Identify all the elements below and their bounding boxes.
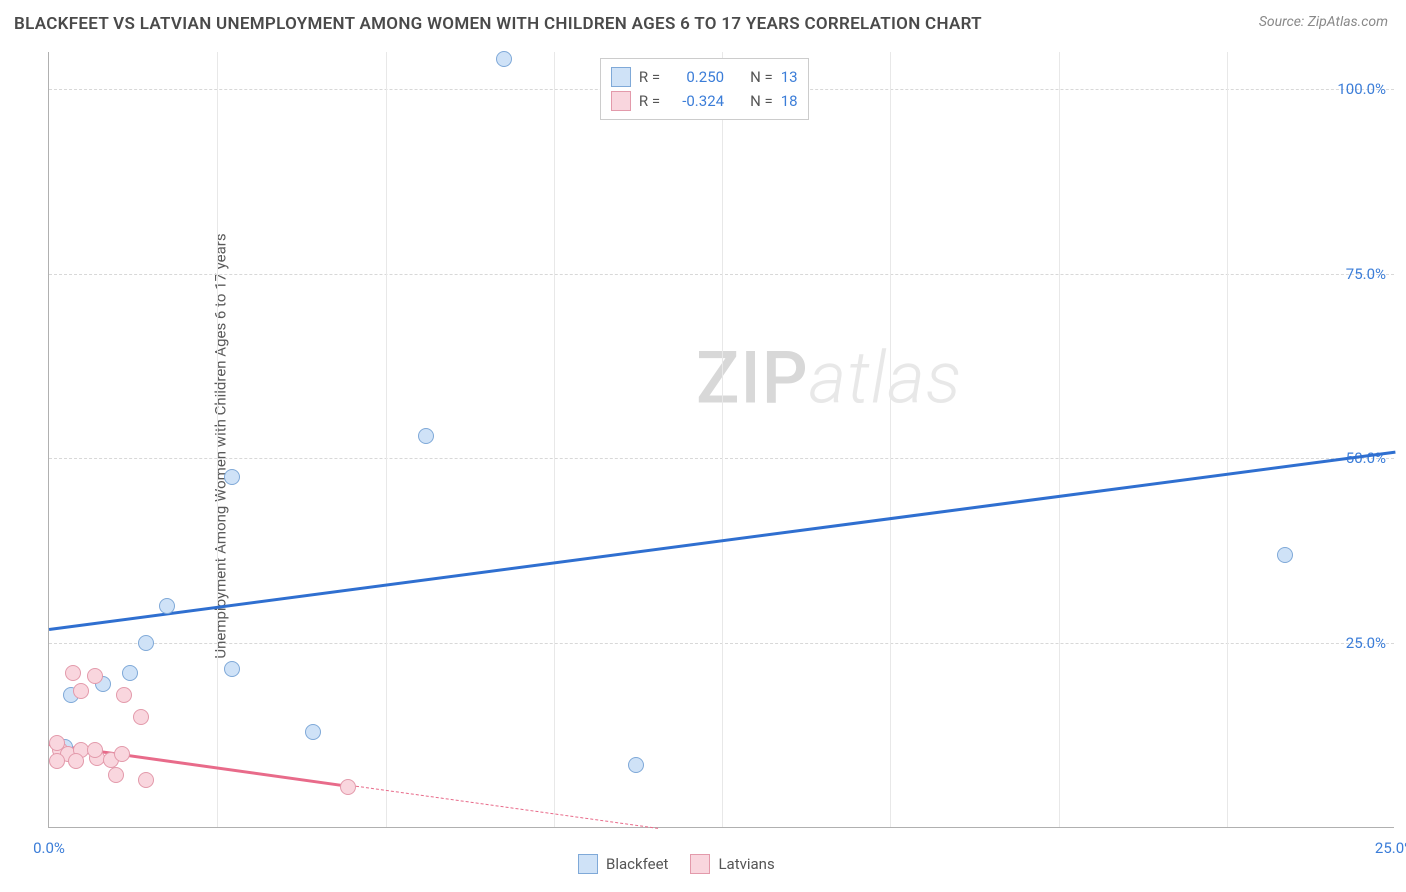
scatter-marker — [224, 661, 240, 677]
chart-title: BLACKFEET VS LATVIAN UNEMPLOYMENT AMONG … — [14, 14, 982, 34]
plot-area: ZIPatlas 25.0%50.0%75.0%100.0%0.0%25.0% — [48, 52, 1394, 828]
scatter-marker — [122, 665, 138, 681]
scatter-marker — [1277, 547, 1293, 563]
legend-series-item: Latvians — [690, 854, 774, 874]
scatter-marker — [108, 767, 124, 783]
scatter-marker — [114, 746, 130, 762]
scatter-marker — [49, 735, 65, 751]
scatter-marker — [628, 757, 644, 773]
scatter-marker — [49, 753, 65, 769]
scatter-marker — [68, 753, 84, 769]
scatter-marker — [418, 428, 434, 444]
gridline-vertical — [890, 52, 891, 827]
scatter-marker — [133, 709, 149, 725]
legend-n-label: N = — [750, 68, 773, 86]
legend-swatch — [690, 854, 710, 874]
scatter-marker — [65, 665, 81, 681]
legend-swatch — [611, 91, 631, 111]
source-label: Source: ZipAtlas.com — [1259, 14, 1388, 30]
gridline-vertical — [217, 52, 218, 827]
scatter-marker — [116, 687, 132, 703]
scatter-marker — [87, 668, 103, 684]
legend-correlation: R = 0.250 N = 13 R = -0.324 N = 18 — [600, 58, 809, 120]
legend-n-value: 18 — [781, 92, 798, 110]
legend-swatch — [611, 67, 631, 87]
y-tick-label: 100.0% — [1337, 80, 1386, 98]
legend-r-value: 0.250 — [668, 68, 724, 86]
legend-row: R = -0.324 N = 18 — [611, 89, 798, 113]
legend-series-label: Latvians — [718, 855, 774, 873]
legend-series-label: Blackfeet — [606, 855, 668, 873]
y-tick-label: 25.0% — [1346, 634, 1386, 652]
legend-r-label: R = — [639, 92, 660, 110]
legend-swatch — [578, 854, 598, 874]
legend-n-label: N = — [750, 92, 773, 110]
trend-line-dashed — [350, 785, 657, 829]
watermark-atlas: atlas — [809, 335, 962, 420]
x-tick-label: 25.0% — [1375, 839, 1406, 857]
scatter-marker — [340, 779, 356, 795]
legend-r-label: R = — [639, 68, 660, 86]
legend-series-item: Blackfeet — [578, 854, 668, 874]
gridline-vertical — [554, 52, 555, 827]
legend-bottom: Blackfeet Latvians — [578, 854, 775, 874]
gridline-vertical — [722, 52, 723, 827]
x-tick-label: 0.0% — [33, 839, 65, 857]
gridline-vertical — [1227, 52, 1228, 827]
scatter-marker — [73, 683, 89, 699]
watermark-zip: ZIP — [696, 335, 809, 420]
scatter-marker — [159, 598, 175, 614]
gridline-vertical — [1059, 52, 1060, 827]
gridline-vertical — [386, 52, 387, 827]
y-tick-label: 75.0% — [1346, 265, 1386, 283]
scatter-marker — [224, 469, 240, 485]
watermark: ZIPatlas — [696, 335, 962, 420]
scatter-marker — [138, 635, 154, 651]
scatter-marker — [305, 724, 321, 740]
scatter-marker — [138, 772, 154, 788]
legend-row: R = 0.250 N = 13 — [611, 65, 798, 89]
scatter-marker — [87, 742, 103, 758]
legend-r-value: -0.324 — [668, 92, 724, 110]
scatter-marker — [496, 51, 512, 67]
legend-n-value: 13 — [781, 68, 798, 86]
